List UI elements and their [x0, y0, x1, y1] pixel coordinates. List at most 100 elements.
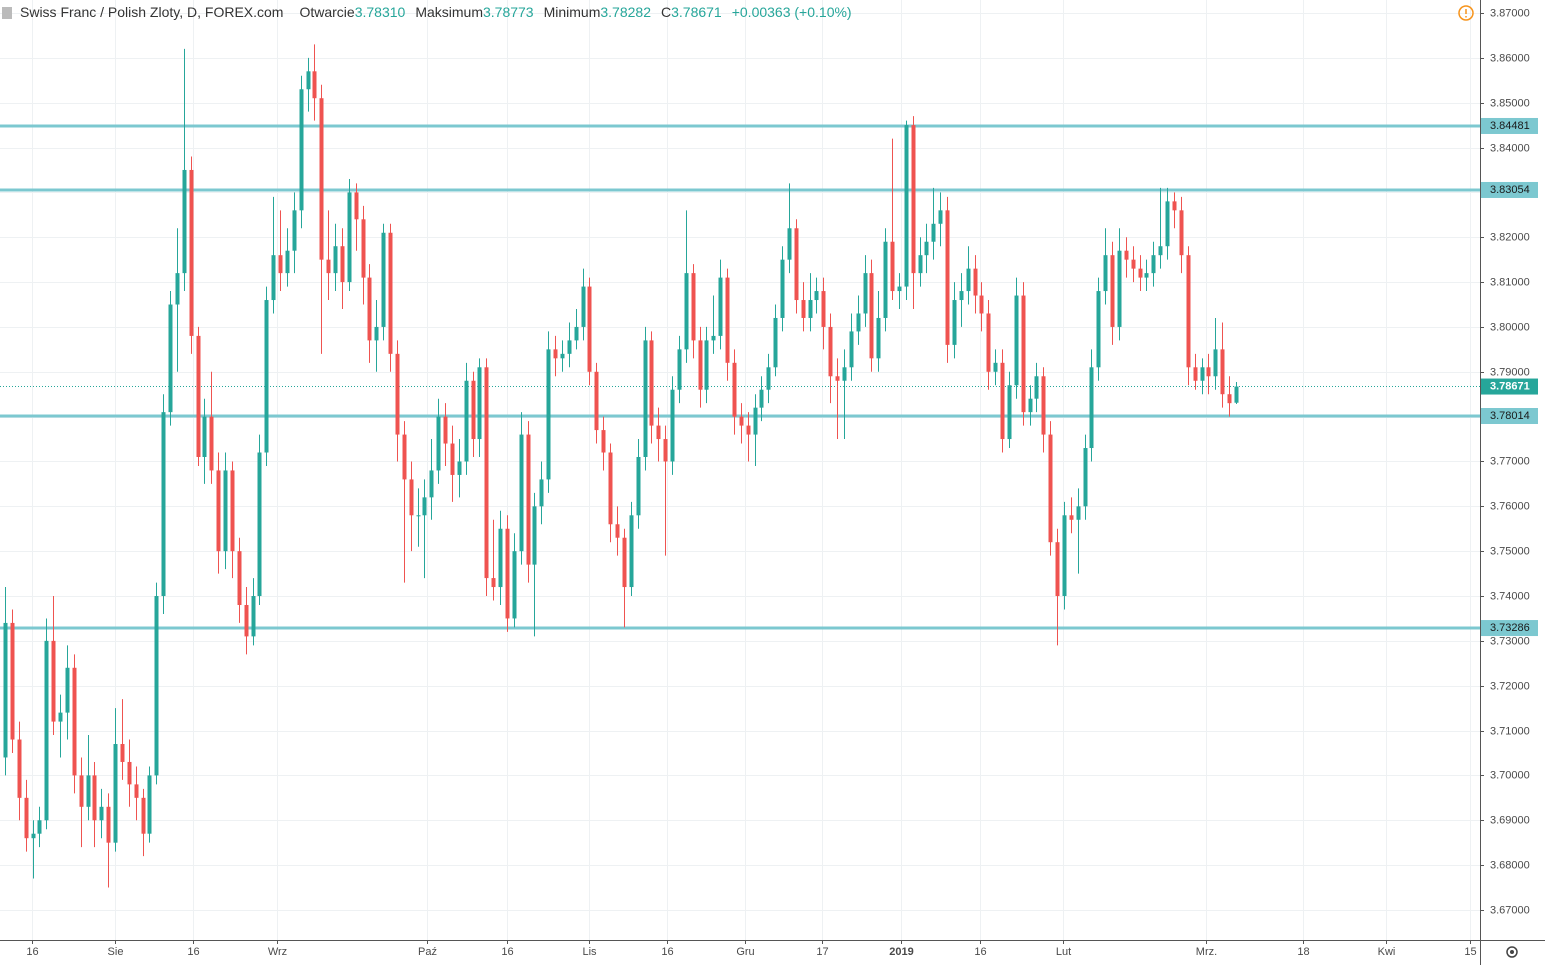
candle-body [278, 255, 283, 274]
x-tick-label: 17 [816, 946, 828, 958]
candle-body [498, 528, 503, 588]
candle-body [189, 169, 194, 336]
settings-button[interactable] [1506, 946, 1518, 958]
open-value: 3.78310 [354, 4, 406, 20]
gear-hub [1510, 950, 1514, 954]
candle-body [312, 71, 317, 99]
candle-body [1172, 201, 1177, 211]
candle-body [209, 416, 214, 471]
candle-body [10, 622, 15, 740]
candles [3, 44, 1239, 888]
candle-body [911, 125, 916, 274]
candle-body [1200, 367, 1205, 381]
candle-body [436, 416, 441, 471]
candle-body [636, 456, 641, 516]
candle-body [594, 371, 599, 431]
candle-body [876, 317, 881, 359]
candle-body [938, 210, 943, 224]
candle-body [1062, 515, 1067, 597]
candle-body [450, 443, 455, 475]
candle-body [952, 300, 957, 345]
candle-body [17, 739, 22, 798]
candle-body [99, 806, 104, 821]
candle-body [1069, 515, 1074, 520]
x-tick-label: 16 [661, 946, 673, 958]
candle-body [643, 340, 648, 457]
candle-body [292, 210, 297, 251]
candle-body [711, 335, 716, 341]
candle-body [519, 434, 524, 552]
close-value: 3.78671 [671, 4, 722, 20]
candle-body [1083, 448, 1088, 507]
candle-body [766, 367, 771, 390]
candle-body [388, 232, 393, 354]
candle-body [271, 255, 276, 301]
y-tick-label: 3.82000 [1490, 231, 1530, 243]
candle-body [931, 223, 936, 242]
candle-body [1055, 542, 1060, 597]
candle-body [684, 273, 689, 350]
level-label: 3.73286 [1490, 622, 1530, 634]
candle-body [581, 286, 586, 327]
candle-body [622, 537, 627, 588]
candle-body [560, 353, 565, 359]
candle-body [787, 228, 792, 260]
x-tick-label: Wrz [268, 946, 287, 958]
candle-body [161, 412, 166, 597]
candle-body [422, 497, 427, 516]
candle-body [237, 551, 242, 605]
candle-body [835, 376, 840, 381]
low-value: 3.78282 [600, 4, 651, 20]
level-label: 3.83054 [1490, 184, 1530, 196]
warning-icon[interactable] [1458, 5, 1474, 21]
candle-body [532, 506, 537, 565]
candle-body [24, 797, 29, 839]
candle-body [945, 210, 950, 345]
candle-body [512, 551, 517, 619]
candle-body [402, 434, 407, 480]
symbol-icon[interactable] [2, 7, 12, 19]
y-tick-label: 3.72000 [1490, 680, 1530, 692]
candle-body [196, 335, 201, 457]
candle-body [429, 470, 434, 498]
candle-body [574, 326, 579, 341]
candle-body [924, 241, 929, 256]
candle-body [842, 367, 847, 381]
candle-body [1186, 255, 1191, 368]
high-label: Maksimum [415, 4, 483, 20]
symbol-title[interactable]: Swiss Franc / Polish Zloty, D, FOREX.com [20, 4, 284, 20]
candle-body [367, 277, 372, 341]
candle-body [299, 89, 304, 211]
candle-body [794, 228, 799, 301]
level-label-box [1481, 117, 1538, 134]
candle-body [821, 291, 826, 327]
candle-body [443, 416, 448, 444]
y-tick-label: 3.73000 [1490, 635, 1530, 647]
x-tick-label: Sie [108, 946, 124, 958]
candle-body [154, 596, 159, 776]
y-tick-label: 3.86000 [1490, 52, 1530, 64]
candle-body [285, 250, 290, 274]
candle-body [257, 452, 262, 597]
candle-body [3, 622, 8, 758]
candle-body [230, 470, 235, 552]
candle-body [1144, 273, 1149, 278]
y-tick-label: 3.80000 [1490, 321, 1530, 333]
candle-body [986, 313, 991, 372]
candle-body [58, 712, 63, 722]
y-tick-label: 3.69000 [1490, 814, 1530, 826]
candle-body [464, 380, 469, 462]
y-tick-label: 3.87000 [1490, 7, 1530, 19]
candle-body [491, 578, 496, 588]
candle-body [649, 340, 654, 426]
gear-icon[interactable] [1506, 946, 1518, 958]
candle-body [1007, 385, 1012, 440]
candle-body [546, 349, 551, 480]
warning-circle[interactable] [1458, 5, 1474, 21]
candle-body [863, 273, 868, 314]
close-label: C [660, 4, 672, 20]
candle-body [416, 515, 421, 517]
candle-body [216, 470, 221, 552]
y-tick-label: 3.67000 [1490, 904, 1530, 916]
